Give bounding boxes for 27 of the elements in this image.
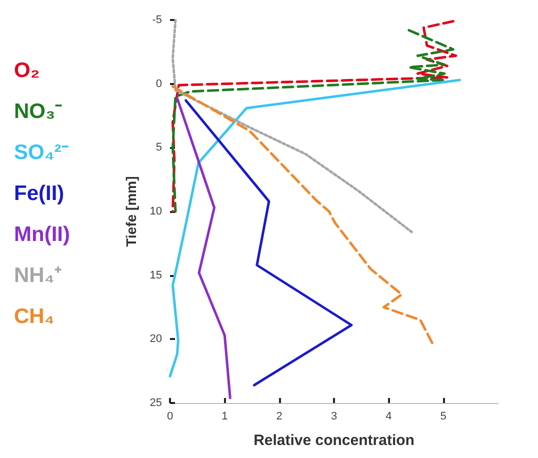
y-tick-label: 15 [150,269,162,282]
text: CH₄ [14,305,54,328]
y-tick-label: 0 [156,78,162,90]
line-series [171,18,413,234]
text: Fe(II) [14,182,64,205]
y-tick-label: 20 [150,333,162,346]
x-tick-label: 5 [440,410,446,422]
x-tick-label: 0 [166,410,174,422]
line-series [168,78,461,378]
y-tick-label: 10 [150,206,162,218]
y-tick-label: 5 [156,142,162,154]
text: NH₄⁺ [14,264,62,287]
x-tick-label: 2 [276,410,282,422]
y-tick-label: 25 [150,397,162,409]
x-axis-title: Relative concentration [254,432,414,449]
y-axis-title: Tiefe [mm] [123,176,139,247]
line-series [176,96,232,400]
text: Mn(II) [14,223,70,246]
text: NO₃⁻ [14,100,62,123]
line-series [184,99,353,386]
y-tick-label: -5 [152,14,162,26]
text: O₂ [14,59,40,82]
text: SO₄²⁻ [14,141,68,164]
line-series [171,85,435,347]
x-tick-label: 3 [330,410,338,422]
x-tick-label: 4 [386,410,392,422]
x-tick-label: 1 [222,410,228,422]
